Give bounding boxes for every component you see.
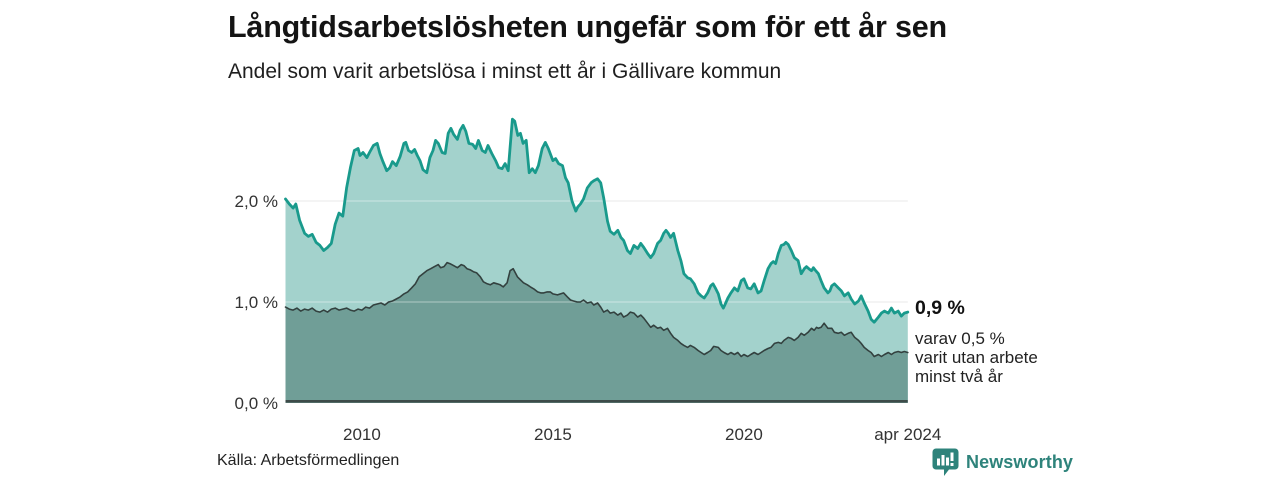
x-axis-tick-label: 2020 xyxy=(725,425,763,444)
x-axis-tick-label: 2015 xyxy=(534,425,572,444)
brand-name: Newsworthy xyxy=(966,452,1074,472)
endpoint-annotation: 0,9 % varav 0,5 % varit utan arbete mins… xyxy=(915,297,1065,386)
series-area-2 xyxy=(285,262,908,403)
newsworthy-logo: Newsworthy xyxy=(932,448,1073,477)
annotation-line-1: varav 0,5 % xyxy=(915,329,1005,348)
chart-speech-bubble-icon xyxy=(932,448,959,477)
y-axis-tick-label: 2,0 % xyxy=(235,192,278,211)
y-axis-tick-label: 0,0 % xyxy=(235,394,278,413)
page-title: Långtidsarbetslösheten ungefär som för e… xyxy=(228,10,947,44)
chart-subtitle: Andel som varit arbetslösa i minst ett å… xyxy=(228,60,782,83)
x-axis-tick-label: apr 2024 xyxy=(874,425,941,444)
y-axis-tick-label: 1,0 % xyxy=(235,293,278,312)
source-label: Källa: Arbetsförmedlingen xyxy=(217,452,400,469)
endpoint-value-label: 0,9 % xyxy=(915,297,965,319)
series-line-2 xyxy=(284,261,909,358)
x-axis-tick-label: 2010 xyxy=(343,425,381,444)
series-line-1 xyxy=(284,117,910,324)
annotation-line-2: varit utan arbete xyxy=(915,348,1038,367)
annotation-line-3: minst två år xyxy=(915,367,1003,386)
